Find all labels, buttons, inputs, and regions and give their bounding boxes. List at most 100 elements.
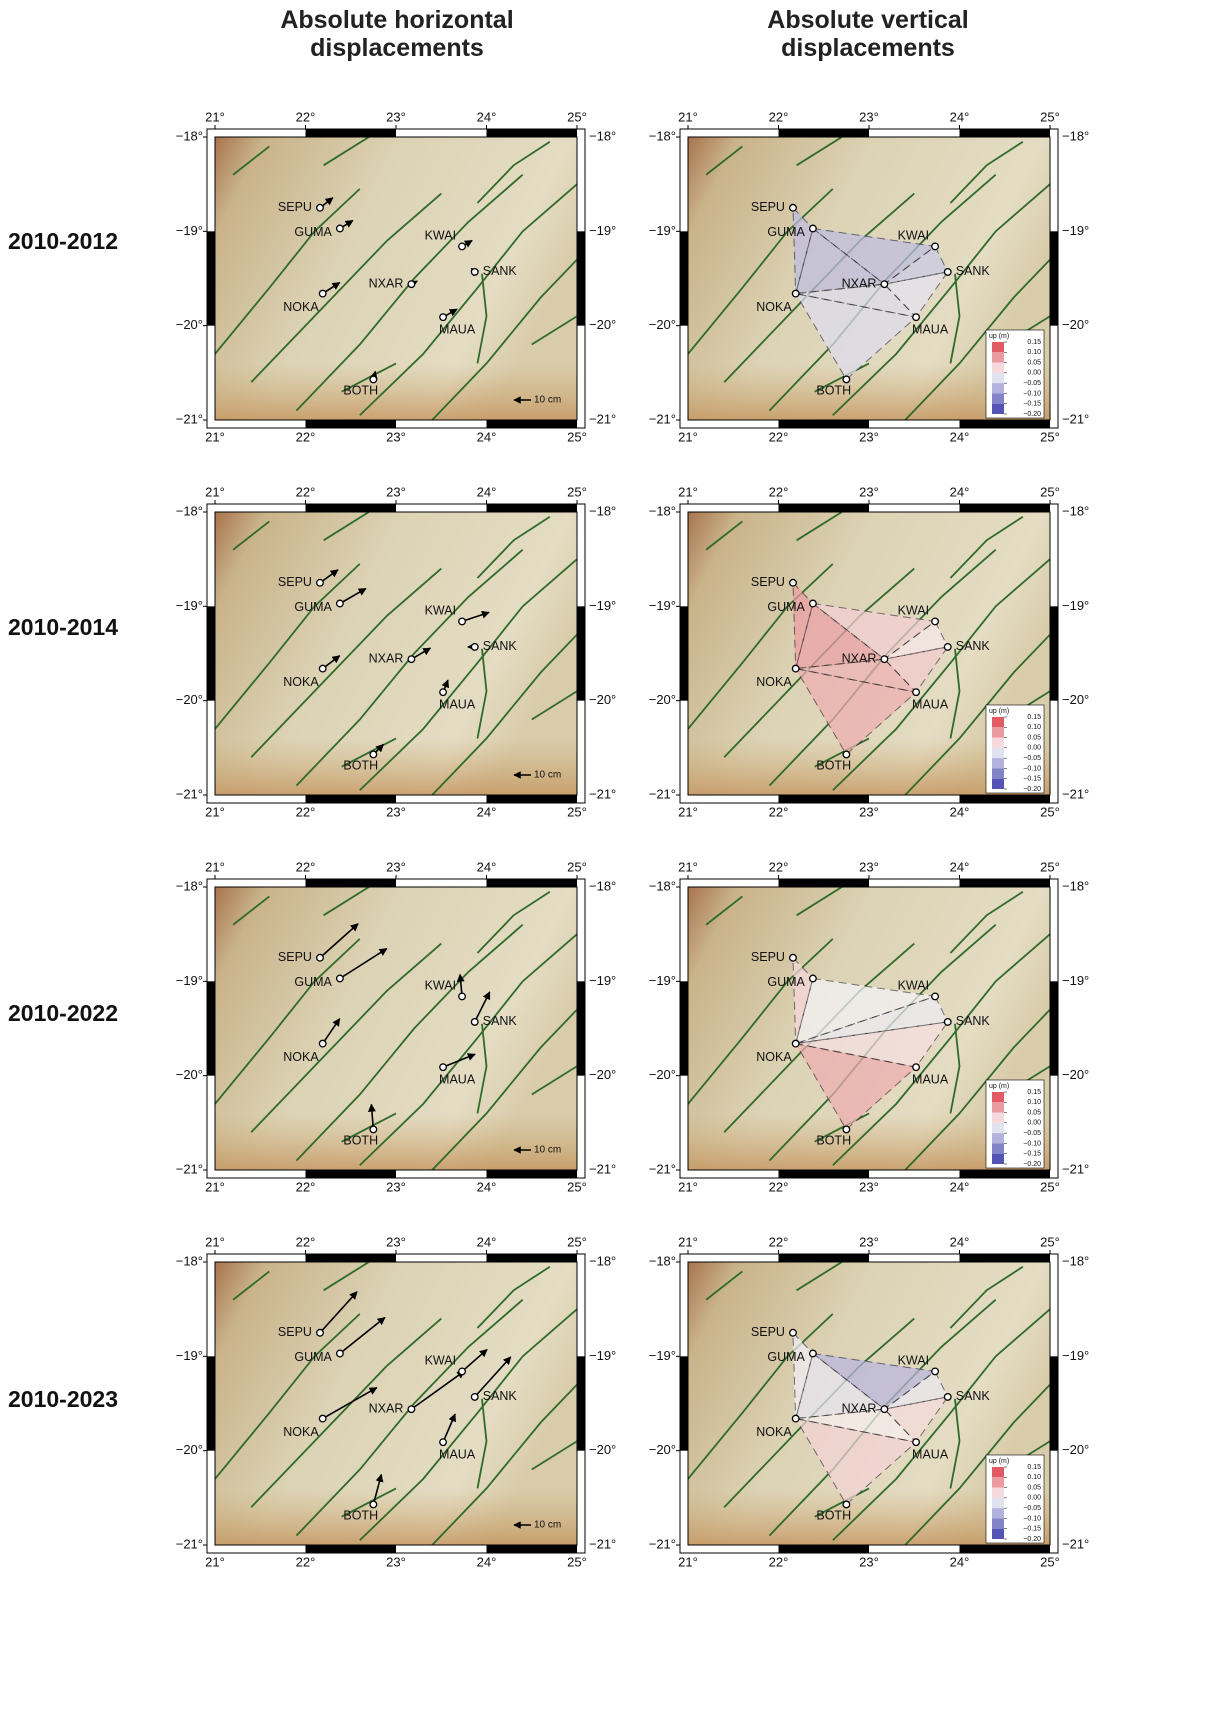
y-tick-label: −21° [176, 411, 203, 426]
legend-swatch [992, 717, 1004, 727]
legend-swatch [992, 1133, 1004, 1143]
x-tick-label: 24° [477, 1179, 497, 1194]
x-tick-label: 25° [567, 1554, 587, 1569]
station [471, 1394, 478, 1401]
x-tick-label: 21° [205, 804, 225, 819]
station-label: KWAI [898, 979, 929, 993]
y-tick-label: −21° [589, 1161, 616, 1176]
station [370, 751, 377, 758]
station [440, 314, 447, 321]
station [471, 644, 478, 651]
station [932, 618, 939, 625]
station-label: KWAI [898, 604, 929, 618]
station [408, 281, 415, 288]
x-tick-label: 24° [950, 859, 970, 874]
legend-label: −0.10 [1023, 390, 1041, 397]
station-label: SEPU [278, 1325, 312, 1339]
y-tick-label: −18° [589, 1253, 616, 1268]
legend-label: −0.20 [1023, 786, 1041, 793]
x-tick-label: 22° [296, 804, 316, 819]
y-tick-label: −20° [589, 1067, 616, 1082]
station [370, 376, 377, 383]
x-tick-label: 25° [567, 1179, 587, 1194]
x-tick-label: 21° [205, 429, 225, 444]
station-label: SEPU [751, 950, 785, 964]
frame-bar [960, 879, 1051, 887]
station-label: MAUA [439, 1447, 476, 1461]
frame-bar [487, 1254, 578, 1262]
y-tick-label: −20° [176, 1067, 203, 1082]
frame-bar [306, 1254, 397, 1262]
legend-title: up (m) [989, 333, 1009, 340]
legend-label: −0.10 [1023, 1515, 1041, 1522]
station-label: NOKA [283, 1425, 319, 1439]
y-tick-label: −21° [176, 786, 203, 801]
station [792, 1040, 799, 1047]
x-tick-label: 24° [477, 429, 497, 444]
legend-swatch [992, 352, 1004, 362]
frame-bar [487, 879, 578, 887]
legend-label: −0.20 [1023, 411, 1041, 418]
station [944, 1394, 951, 1401]
x-tick-label: 23° [386, 804, 406, 819]
station [337, 600, 344, 607]
legend-swatch [992, 1508, 1004, 1518]
station-label: BOTH [343, 1509, 378, 1523]
station [810, 975, 817, 982]
map-panel: 21°21°22°22°23°23°24°24°25°25°−18°−18°−1… [649, 859, 1090, 1194]
y-tick-label: −21° [1062, 1161, 1089, 1176]
legend-swatch [992, 1488, 1004, 1498]
station [337, 975, 344, 982]
station [792, 665, 799, 672]
legend-label: 0.05 [1027, 734, 1041, 741]
station-label: BOTH [816, 384, 851, 398]
station-label: GUMA [767, 1350, 805, 1364]
legend-label: 0.15 [1027, 1464, 1041, 1471]
frame-bar [487, 1170, 578, 1178]
legend-label: 0.10 [1027, 1099, 1041, 1106]
station-label: SANK [956, 1014, 991, 1028]
station-label: NOKA [283, 1050, 319, 1064]
station [408, 1406, 415, 1413]
y-tick-label: −19° [176, 223, 203, 238]
frame-bar [779, 795, 870, 803]
frame-bar [779, 1170, 870, 1178]
station [790, 204, 797, 211]
legend-swatch [992, 768, 1004, 778]
station-label: SANK [483, 1014, 518, 1028]
y-tick-label: −18° [1062, 1253, 1089, 1268]
x-tick-label: 23° [386, 1234, 406, 1249]
y-tick-label: −21° [1062, 411, 1089, 426]
x-tick-label: 21° [205, 484, 225, 499]
frame-bar [207, 231, 215, 325]
map-panel: 21°21°22°22°23°23°24°24°25°25°−18°−18°−1… [649, 484, 1090, 819]
legend-swatch [992, 1113, 1004, 1123]
map-panel: 21°21°22°22°23°23°24°24°25°25°−18°−18°−1… [176, 859, 617, 1194]
frame-bar [1050, 606, 1058, 700]
station-label: SEPU [751, 1325, 785, 1339]
frame-bar [960, 1170, 1051, 1178]
legend-swatch [992, 1102, 1004, 1112]
scale-label: 10 cm [534, 1520, 561, 1531]
x-tick-label: 24° [477, 1554, 497, 1569]
y-tick-label: −20° [649, 317, 676, 332]
frame-bar [207, 981, 215, 1075]
station-label: BOTH [816, 1509, 851, 1523]
x-tick-label: 23° [859, 109, 879, 124]
station [471, 269, 478, 276]
y-tick-label: −18° [589, 128, 616, 143]
station [881, 281, 888, 288]
y-tick-label: −20° [589, 1442, 616, 1457]
map-panel: 21°21°22°22°23°23°24°24°25°25°−18°−18°−1… [649, 109, 1090, 444]
row-label: 2010-2022 [8, 1000, 118, 1026]
legend-label: 0.15 [1027, 339, 1041, 346]
figure: 2010-201221°21°22°22°23°23°24°24°25°25°−… [0, 0, 1208, 1733]
x-tick-label: 22° [769, 1554, 789, 1569]
station-label: MAUA [912, 322, 949, 336]
x-tick-label: 23° [386, 429, 406, 444]
frame-bar [577, 231, 585, 325]
y-tick-label: −19° [589, 973, 616, 988]
station [317, 579, 324, 586]
y-tick-label: −21° [589, 411, 616, 426]
frame-bar [960, 1545, 1051, 1553]
